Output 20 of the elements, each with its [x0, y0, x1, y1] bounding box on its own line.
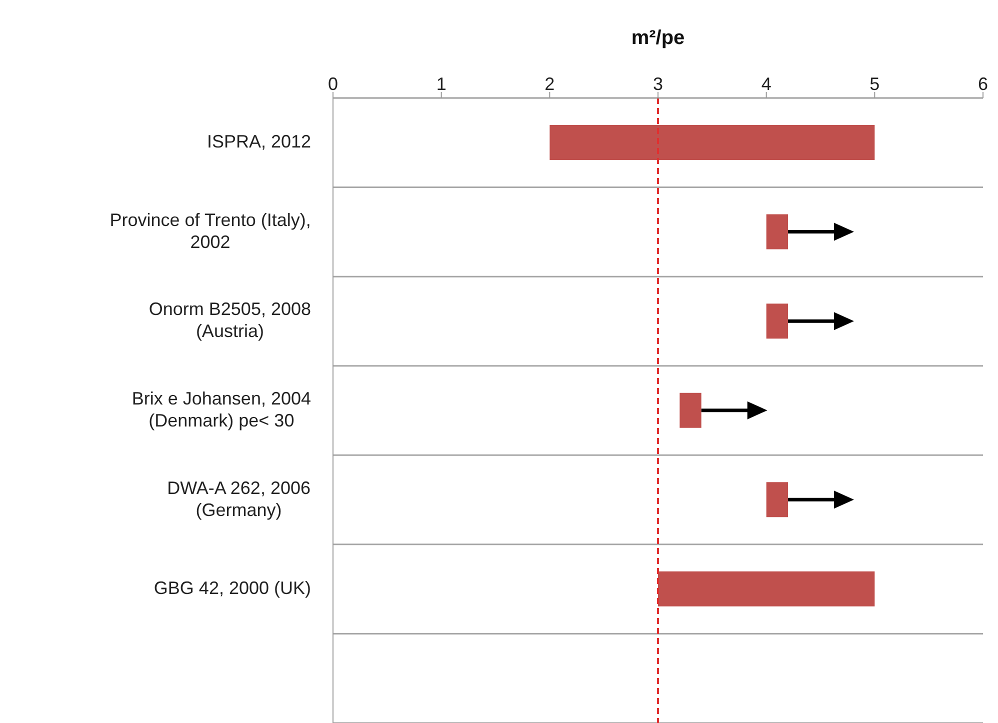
x-tick-label: 5	[870, 74, 880, 94]
y-tick-label: Brix e Johansen, 2004 (Denmark) pe< 30	[132, 388, 311, 430]
x-tick-label: 3	[652, 74, 664, 94]
bar	[766, 214, 788, 250]
y-tick-label: Onorm B2505, 2008 (Austria)	[148, 298, 311, 341]
y-tick-label: GBG 42, 2000 (UK)	[154, 578, 312, 598]
y-tick-label: Province of Trento (Italy), 2002	[110, 210, 311, 252]
x-tick-label: 1	[436, 74, 446, 94]
x-axis-title: m²/pe	[631, 27, 685, 49]
bar	[658, 571, 875, 606]
bar	[766, 304, 788, 339]
bar	[680, 392, 702, 428]
x-tick-label: 6	[978, 74, 988, 94]
y-tick-label: DWA-A 262, 2006 (Germany)	[167, 478, 311, 520]
y-tick-label: ISPRA, 2012	[206, 131, 311, 152]
bar	[766, 482, 788, 518]
bar	[550, 125, 875, 160]
x-tick-label: 0	[328, 74, 338, 94]
x-tick-label: 4	[761, 74, 772, 94]
x-tick-label: 2	[544, 74, 555, 94]
